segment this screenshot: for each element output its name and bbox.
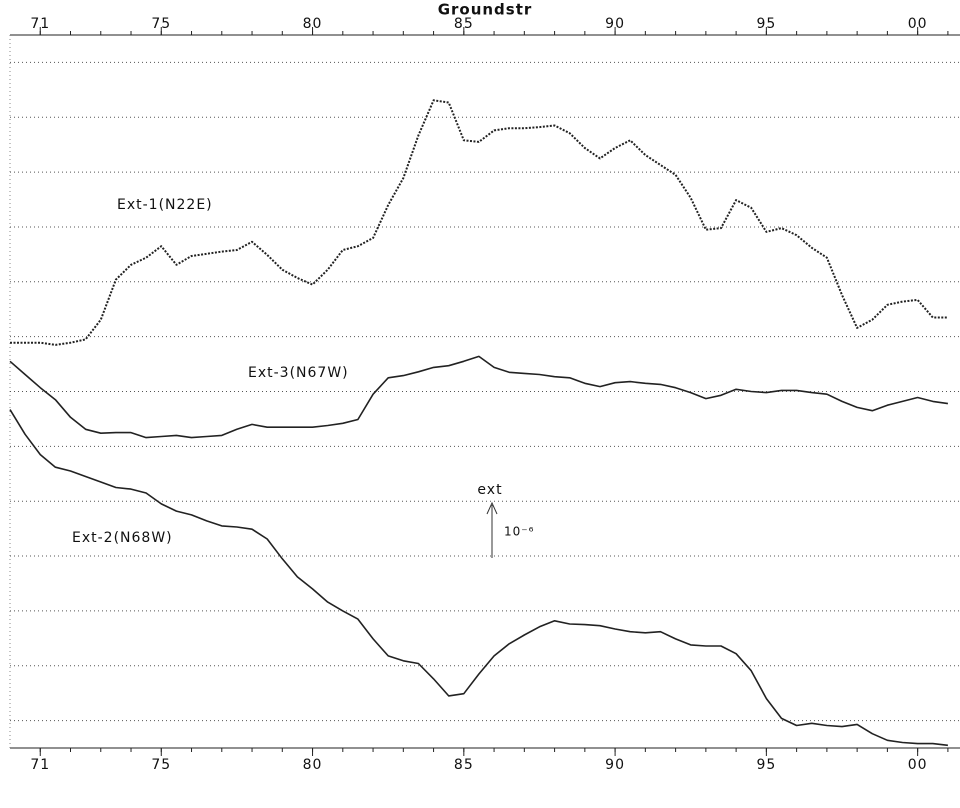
x-tick-label: 85: [454, 16, 474, 32]
chart-title: Groundstr: [438, 1, 533, 19]
scale-arrowhead: [486, 501, 498, 515]
series-label: Ext-3(N67W): [248, 365, 349, 381]
x-tick-label: 85: [454, 757, 474, 773]
series-line: [10, 99, 948, 346]
scale-label: ext: [477, 482, 502, 498]
x-tick-label: 71: [30, 757, 50, 773]
scale-unit: 10⁻⁶: [504, 525, 534, 539]
x-tick-label: 95: [756, 757, 776, 773]
x-tick-label: 75: [151, 16, 171, 32]
series-line: [9, 355, 949, 439]
x-tick-label: 95: [756, 16, 776, 32]
x-tick-label: 90: [605, 757, 625, 773]
x-tick-label: 00: [908, 757, 928, 773]
x-tick-label: 75: [151, 757, 171, 773]
x-tick-label: 80: [303, 16, 323, 32]
series-line: [9, 409, 948, 747]
x-tick-label: 80: [303, 757, 323, 773]
x-tick-label: 00: [908, 16, 928, 32]
series-label: Ext-2(N68W): [72, 530, 173, 546]
x-tick-label: 90: [605, 16, 625, 32]
x-tick-label: 71: [30, 16, 50, 32]
series-label: Ext-1(N22E): [117, 197, 213, 213]
